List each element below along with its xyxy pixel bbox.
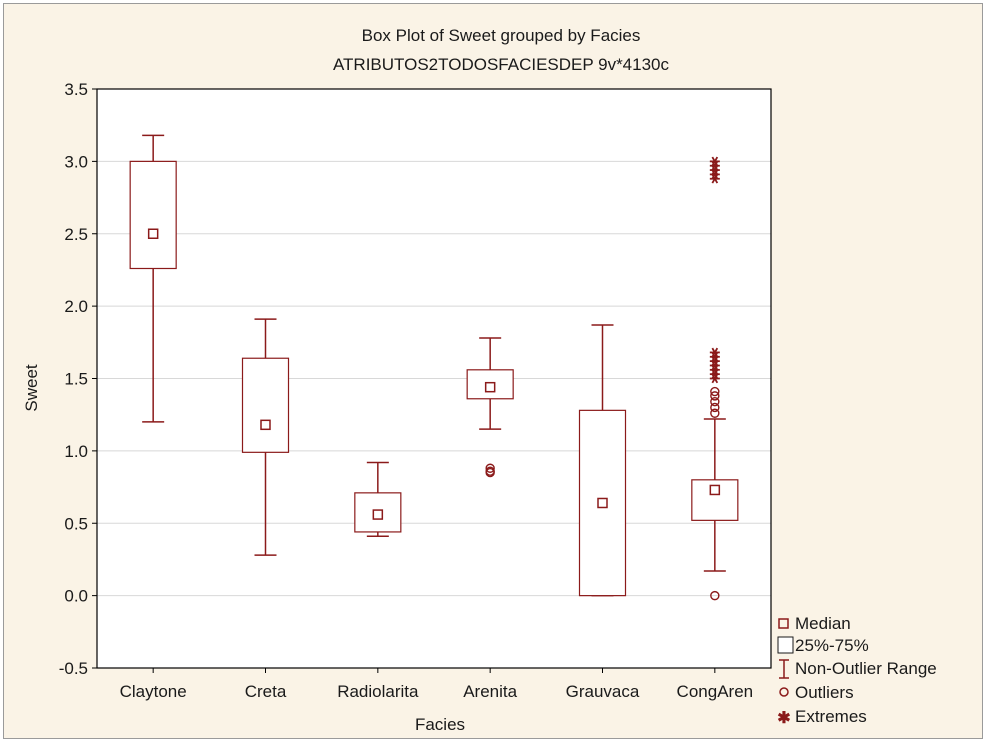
median-grauvaca <box>597 497 608 509</box>
x-tick-label: Grauvaca <box>566 682 640 701</box>
y-tick-label: 3.0 <box>64 152 88 171</box>
legend-median-label: Median <box>795 614 851 633</box>
legend-box-swatch <box>777 636 794 654</box>
median-creta <box>260 419 271 431</box>
median-congaren <box>709 484 721 496</box>
x-tick-label: CongAren <box>677 682 754 701</box>
x-tick-label: Radiolarita <box>337 682 419 701</box>
chart-subtitle: ATRIBUTOS2TODOSFACIESDEP 9v*4130c <box>333 55 670 74</box>
legend-outliers-label: Outliers <box>795 683 854 702</box>
chart-title: Box Plot of Sweet grouped by Facies <box>362 26 641 45</box>
x-axis-title: Facies <box>415 715 465 734</box>
median-radiolarita <box>372 509 384 520</box>
legend-box-label: 25%-75% <box>795 636 869 655</box>
x-tick-label: Creta <box>245 682 287 701</box>
box-grauvaca <box>578 409 627 597</box>
box-arenita <box>466 369 514 400</box>
outlier-arenita <box>485 463 495 473</box>
x-tick-label: Arenita <box>463 682 517 701</box>
outlier-congaren <box>710 386 720 397</box>
y-tick-label: 2.5 <box>64 225 88 244</box>
legend-extremes-label: Extremes <box>795 707 867 726</box>
legend-whisker-label: Non-Outlier Range <box>795 659 937 678</box>
plot-area: 3.5 3.0 2.5 2.0 1.5 1.0 0.5 0.0 -0.5 Claytone Cret… <box>59 80 772 701</box>
y-axis-title: Sweet <box>22 364 41 412</box>
median-arenita <box>484 381 496 393</box>
outlier-congaren <box>710 408 720 418</box>
extreme-congaren <box>709 156 720 167</box>
y-tick-label: 3.5 <box>64 80 88 99</box>
y-tick-label: 2.0 <box>64 297 88 316</box>
legend-median-swatch <box>778 618 789 629</box>
y-tick-label: 1.0 <box>64 442 88 461</box>
y-tick-label: -0.5 <box>59 659 88 678</box>
y-tick-label: 0.0 <box>64 587 88 606</box>
legend: Median 25%-75% Non-Outlier Range Outlier… <box>777 614 936 727</box>
median-claytone <box>147 228 159 239</box>
outlier-congaren <box>710 590 720 601</box>
box-creta <box>241 357 290 453</box>
outlier-congaren <box>710 402 720 413</box>
box-plot-chart: Box Plot of Sweet grouped by Facies ATRI… <box>22 26 937 734</box>
x-tick-label: Claytone <box>120 682 187 701</box>
plot-border <box>96 88 772 669</box>
outlier-arenita <box>485 466 495 476</box>
extreme-congaren <box>709 347 720 358</box>
legend-outliers-swatch <box>779 687 789 697</box>
box-radiolarita <box>354 492 402 533</box>
legend-extremes-swatch: ✱ <box>777 710 790 727</box>
outlier-congaren <box>710 391 720 401</box>
box-congaren <box>691 479 739 521</box>
legend-whisker-swatch <box>779 659 789 679</box>
box-claytone <box>129 160 177 270</box>
chart-frame: Box Plot of Sweet grouped by Facies ATRI… <box>3 3 983 739</box>
y-tick-label: 1.5 <box>64 370 88 389</box>
y-tick-label: 0.5 <box>64 514 88 533</box>
outlier-congaren <box>710 396 720 407</box>
